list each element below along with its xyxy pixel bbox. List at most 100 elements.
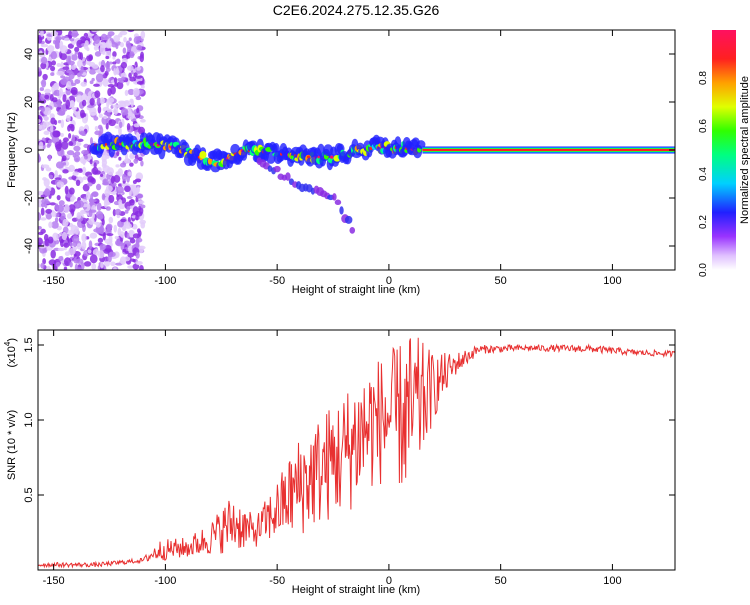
noise-blob <box>89 159 93 165</box>
snr-x-label: Height of straight line (km) <box>292 584 420 596</box>
x-tick-label: 50 <box>495 275 507 287</box>
noise-blob <box>56 70 65 76</box>
noise-blob <box>62 218 69 227</box>
noise-blob <box>93 221 99 225</box>
snr-scale-base: (x10 <box>6 346 18 367</box>
noise-blob <box>85 191 91 201</box>
noise-blob <box>89 254 98 264</box>
noise-blob <box>140 221 146 229</box>
noise-blob <box>100 64 105 73</box>
colorbar-tick-label: 0.2 <box>698 215 709 229</box>
noise-blob <box>45 208 53 214</box>
noise-blob <box>133 72 138 77</box>
noise-blob <box>136 193 144 199</box>
noise-blob <box>99 97 105 105</box>
noise-blob <box>105 55 110 60</box>
noise-blob <box>116 81 124 90</box>
noise-blob <box>83 261 92 267</box>
noise-blob <box>68 71 75 80</box>
noise-blob <box>140 204 146 209</box>
secondary-trace-blob <box>267 165 273 172</box>
noise-blob <box>76 200 84 208</box>
noise-blob <box>40 202 46 208</box>
noise-blob <box>76 267 83 270</box>
noise-blob <box>133 36 141 45</box>
noise-blob <box>46 265 51 270</box>
noise-blob <box>45 212 53 220</box>
noise-blob <box>71 54 78 61</box>
y-tick-label: 1.5 <box>23 337 35 352</box>
noise-blob <box>91 30 100 33</box>
noise-blob <box>53 89 61 97</box>
trace-core <box>199 150 207 159</box>
noise-blob <box>116 151 120 157</box>
noise-blob <box>135 132 140 140</box>
noise-blob <box>96 97 101 105</box>
noise-blob <box>61 155 67 162</box>
noise-blob <box>124 185 131 193</box>
noise-blob <box>76 141 82 147</box>
noise-blob <box>57 98 62 108</box>
noise-blob <box>93 162 97 169</box>
noise-blob <box>129 198 135 206</box>
noise-blob <box>44 188 51 197</box>
x-tick-label: 0 <box>386 275 392 287</box>
secondary-trace-blob <box>339 206 344 215</box>
noise-blob <box>118 183 123 187</box>
noise-blob <box>126 205 131 212</box>
noise-blob <box>94 170 101 175</box>
noise-blob <box>57 119 62 124</box>
noise-blob <box>99 44 106 54</box>
noise-blob <box>110 261 116 267</box>
noise-blob <box>43 178 50 187</box>
noise-blob <box>135 252 140 259</box>
noise-blob <box>48 139 53 144</box>
noise-blob <box>91 77 95 82</box>
noise-blob <box>118 100 126 105</box>
noise-blob <box>108 216 114 224</box>
noise-blob <box>69 242 73 248</box>
colorbar: 0.0 0.2 0.4 0.6 0.8 Normalized spectral ampl… <box>698 30 750 277</box>
noise-blob <box>124 221 131 226</box>
noise-blob <box>95 73 104 83</box>
noise-blob <box>38 153 41 163</box>
noise-blob <box>74 79 81 84</box>
secondary-trace-blob <box>344 215 353 224</box>
noise-blob <box>67 60 75 66</box>
noise-blob <box>112 104 120 108</box>
noise-blob <box>108 234 113 243</box>
noise-blob <box>137 200 145 204</box>
noise-blob <box>54 40 60 49</box>
noise-blob <box>39 87 45 91</box>
noise-blob <box>121 173 127 182</box>
noise-blob <box>127 30 135 33</box>
noise-blob <box>89 232 98 239</box>
noise-blob <box>38 67 42 72</box>
noise-blob <box>71 134 76 143</box>
noise-blob <box>65 99 71 109</box>
colorbar-ticks: 0.0 0.2 0.4 0.6 0.8 <box>698 71 709 277</box>
x-tick-label: 50 <box>495 575 507 587</box>
noise-blob <box>73 145 81 152</box>
noise-blob <box>50 125 54 133</box>
noise-blob <box>57 247 65 252</box>
noise-blob <box>80 65 84 75</box>
noise-blob <box>132 259 136 263</box>
noise-blob <box>140 30 146 39</box>
noise-blob <box>101 158 108 167</box>
noise-blob <box>72 240 77 248</box>
noise-blob <box>131 223 138 230</box>
noise-blob <box>93 45 99 51</box>
noise-blob <box>108 194 115 204</box>
noise-blob <box>89 97 95 106</box>
noise-blob <box>61 104 66 110</box>
y-tick-label: 1.0 <box>23 412 35 427</box>
noise-blob <box>96 183 102 191</box>
colorbar-gradient <box>712 30 736 270</box>
x-tick-label: -100 <box>154 575 176 587</box>
noise-blob <box>136 107 140 114</box>
noise-blob <box>68 123 74 129</box>
x-tick-label: 100 <box>603 275 621 287</box>
noise-blob <box>140 160 144 167</box>
noise-blob <box>40 56 48 64</box>
